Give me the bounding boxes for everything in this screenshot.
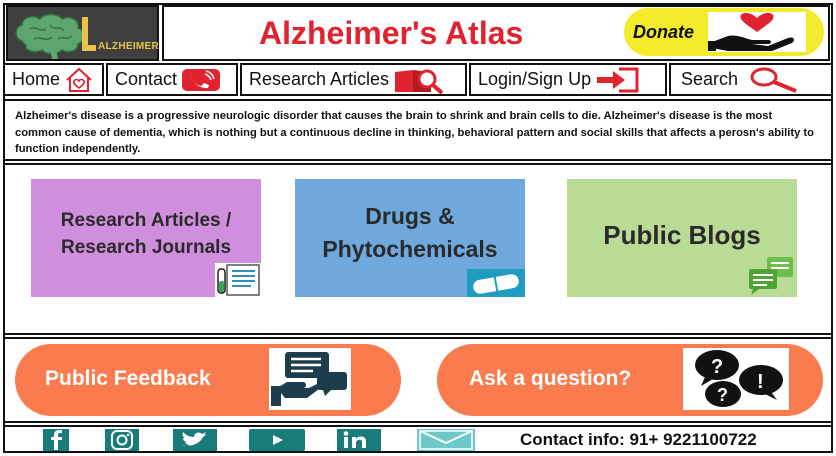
mail-icon[interactable]: [417, 429, 475, 451]
donate-label: Donate: [633, 22, 695, 42]
nav-contact[interactable]: Contact: [106, 63, 238, 96]
ask-question-label: Ask a question?: [469, 367, 632, 390]
pill-icon: [467, 269, 525, 297]
brain-logo-icon: [15, 13, 96, 59]
card-research-label: Research Articles / Research Journals: [60, 210, 232, 258]
site-logo[interactable]: ALZHEIMER: [6, 5, 159, 61]
youtube-icon[interactable]: [249, 429, 305, 451]
card-blogs-label: Public Blogs: [603, 219, 761, 250]
site-title: Alzheimer's Atlas: [259, 15, 524, 51]
logo-text: ALZHEIMER: [98, 41, 160, 52]
search-icon: [750, 67, 797, 93]
svg-text:?: ?: [717, 385, 728, 405]
ask-question-button[interactable]: Ask a question? ? ! ?: [437, 344, 823, 416]
header-bar: Alzheimer's Atlas Donate: [162, 5, 830, 61]
twitter-icon[interactable]: [173, 429, 217, 451]
card-drugs-label: Drugs & Phytochemicals: [322, 203, 498, 262]
card-research-articles[interactable]: Research Articles / Research Journals: [31, 179, 263, 297]
home-heart-icon: [66, 67, 92, 92]
heart-hand-icon: [708, 12, 806, 52]
linkedin-icon[interactable]: [337, 429, 381, 451]
login-arrow-icon: [597, 67, 639, 92]
nav-research-label: Research Articles: [249, 69, 390, 89]
instagram-icon[interactable]: [105, 429, 139, 451]
chat-bubbles-icon: [749, 257, 793, 295]
nav-research-articles[interactable]: Research Articles: [240, 63, 467, 96]
nav-login-label: Login/Sign Up: [478, 69, 592, 89]
book-magnifier-icon: [395, 69, 444, 94]
svg-text:?: ?: [711, 356, 723, 378]
clipboard-test-tube-icon: [215, 263, 263, 297]
question-bubbles-icon: ? ! ?: [683, 348, 789, 410]
feedback-hand-icon: [269, 348, 351, 410]
donate-button[interactable]: Donate: [624, 8, 824, 56]
contact-info: Contact info: 91+ 9221100722: [520, 430, 757, 449]
card-drugs-phytochemicals[interactable]: Drugs & Phytochemicals: [295, 179, 525, 297]
footer: Contact info: 91+ 9221100722: [3, 425, 833, 453]
nav-search[interactable]: Search: [669, 63, 833, 96]
nav-search-label: Search: [681, 69, 739, 89]
card-public-blogs[interactable]: Public Blogs: [567, 179, 797, 297]
main-nav: Home Contact Research Articles Login/Sig…: [3, 63, 833, 97]
facebook-icon[interactable]: [43, 429, 69, 451]
svg-text:!: !: [757, 371, 764, 393]
action-buttons: Public Feedback Ask a question? ? ! ?: [3, 337, 833, 423]
public-feedback-button[interactable]: Public Feedback: [15, 344, 401, 416]
nav-home[interactable]: Home: [3, 63, 104, 96]
nav-contact-label: Contact: [115, 69, 178, 89]
category-cards: Research Articles / Research Journals Dr…: [3, 163, 833, 335]
nav-home-label: Home: [12, 69, 61, 89]
nav-login-signup[interactable]: Login/Sign Up: [469, 63, 667, 96]
public-feedback-label: Public Feedback: [45, 367, 211, 390]
phone-icon: [182, 68, 221, 91]
disease-description: Alzheimer's disease is a progressive neu…: [3, 99, 833, 161]
